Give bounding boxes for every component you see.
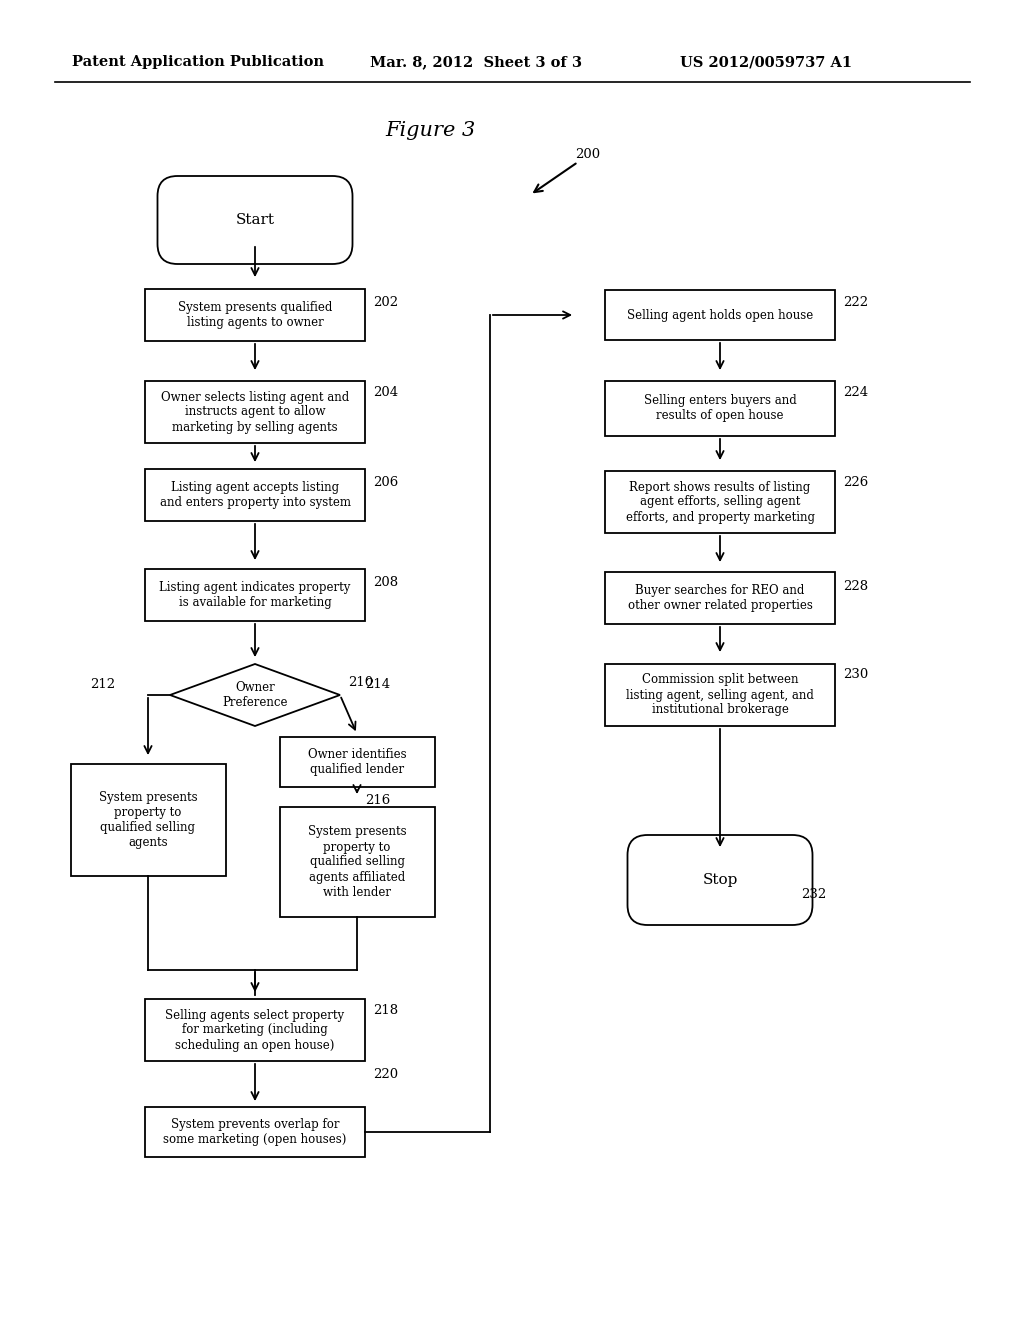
Text: System presents
property to
qualified selling
agents: System presents property to qualified se…	[98, 791, 198, 849]
Text: Owner selects listing agent and
instructs agent to allow
marketing by selling ag: Owner selects listing agent and instruct…	[161, 391, 349, 433]
FancyBboxPatch shape	[628, 836, 812, 925]
Text: 202: 202	[373, 297, 398, 309]
Text: Mar. 8, 2012  Sheet 3 of 3: Mar. 8, 2012 Sheet 3 of 3	[370, 55, 582, 69]
FancyBboxPatch shape	[605, 572, 835, 624]
Text: 228: 228	[843, 579, 868, 593]
FancyBboxPatch shape	[71, 764, 225, 876]
Text: System presents qualified
listing agents to owner: System presents qualified listing agents…	[178, 301, 332, 329]
FancyBboxPatch shape	[145, 1107, 365, 1158]
Text: 230: 230	[843, 668, 868, 681]
FancyBboxPatch shape	[280, 807, 434, 917]
Text: Stop: Stop	[702, 873, 737, 887]
FancyBboxPatch shape	[605, 471, 835, 533]
FancyBboxPatch shape	[145, 381, 365, 444]
Text: 208: 208	[373, 577, 398, 590]
Text: 200: 200	[575, 149, 600, 161]
Text: Selling agents select property
for marketing (including
scheduling an open house: Selling agents select property for marke…	[166, 1008, 344, 1052]
Text: 226: 226	[843, 475, 868, 488]
Text: 216: 216	[365, 793, 390, 807]
Text: System prevents overlap for
some marketing (open houses): System prevents overlap for some marketi…	[163, 1118, 347, 1146]
Text: Listing agent indicates property
is available for marketing: Listing agent indicates property is avai…	[160, 581, 350, 609]
Text: 224: 224	[843, 385, 868, 399]
FancyBboxPatch shape	[605, 290, 835, 341]
Text: 204: 204	[373, 385, 398, 399]
FancyBboxPatch shape	[605, 380, 835, 436]
Text: 222: 222	[843, 297, 868, 309]
Text: Selling agent holds open house: Selling agent holds open house	[627, 309, 813, 322]
FancyBboxPatch shape	[145, 569, 365, 620]
Text: Commission split between
listing agent, selling agent, and
institutional brokera: Commission split between listing agent, …	[626, 673, 814, 717]
FancyBboxPatch shape	[145, 289, 365, 341]
FancyBboxPatch shape	[145, 469, 365, 521]
Text: Patent Application Publication: Patent Application Publication	[72, 55, 324, 69]
FancyBboxPatch shape	[280, 737, 434, 787]
Text: Listing agent accepts listing
and enters property into system: Listing agent accepts listing and enters…	[160, 480, 350, 510]
Text: 218: 218	[373, 1003, 398, 1016]
FancyBboxPatch shape	[605, 664, 835, 726]
Text: 212: 212	[90, 678, 115, 692]
Text: 220: 220	[373, 1068, 398, 1081]
Text: Selling enters buyers and
results of open house: Selling enters buyers and results of ope…	[644, 393, 797, 422]
Text: US 2012/0059737 A1: US 2012/0059737 A1	[680, 55, 852, 69]
Text: 214: 214	[365, 678, 390, 692]
Text: Figure 3: Figure 3	[385, 120, 475, 140]
Text: Owner identifies
qualified lender: Owner identifies qualified lender	[307, 748, 407, 776]
Text: Buyer searches for REO and
other owner related properties: Buyer searches for REO and other owner r…	[628, 583, 812, 612]
Text: Report shows results of listing
agent efforts, selling agent
efforts, and proper: Report shows results of listing agent ef…	[626, 480, 814, 524]
Text: System presents
property to
qualified selling
agents affiliated
with lender: System presents property to qualified se…	[307, 825, 407, 899]
FancyBboxPatch shape	[145, 999, 365, 1061]
Text: 232: 232	[801, 887, 826, 900]
Text: 206: 206	[373, 477, 398, 490]
Polygon shape	[170, 664, 340, 726]
Text: 210: 210	[348, 676, 373, 689]
FancyBboxPatch shape	[158, 176, 352, 264]
Text: Owner
Preference: Owner Preference	[222, 681, 288, 709]
Text: Start: Start	[236, 213, 274, 227]
